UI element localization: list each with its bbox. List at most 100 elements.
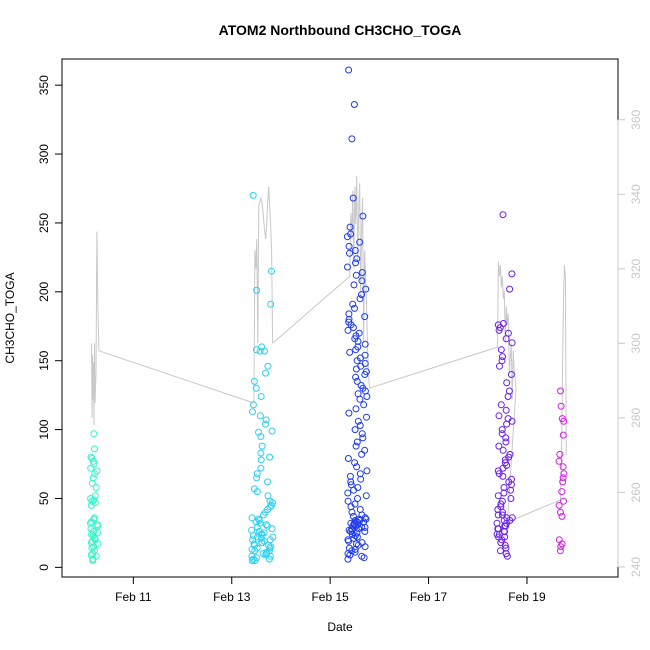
data-point	[555, 457, 563, 465]
data-point	[345, 66, 353, 74]
data-point	[344, 326, 352, 334]
data-point	[347, 478, 355, 486]
data-point	[346, 223, 354, 231]
data-point	[361, 313, 369, 321]
data-point	[498, 426, 506, 434]
data-point	[353, 463, 361, 471]
data-point	[353, 357, 361, 365]
data-point	[363, 413, 370, 421]
data-point	[350, 101, 358, 108]
data-point	[507, 495, 515, 502]
data-point	[358, 277, 366, 285]
data-point	[508, 339, 516, 347]
data-point	[351, 545, 359, 553]
data-point	[503, 379, 511, 387]
data-point	[253, 474, 261, 482]
data-point	[262, 369, 270, 377]
data-point	[344, 497, 352, 505]
data-point	[267, 543, 275, 551]
data-point	[558, 488, 566, 496]
data-point	[559, 431, 567, 439]
data-point	[353, 255, 361, 263]
data-point	[252, 384, 260, 392]
data-point	[499, 211, 507, 219]
data-point	[346, 249, 353, 257]
data-point	[557, 543, 565, 551]
data-point	[556, 547, 564, 555]
data-point	[557, 387, 564, 395]
data-point	[265, 555, 273, 563]
data-point	[356, 295, 364, 303]
data-point	[353, 377, 361, 385]
data-point	[359, 212, 367, 220]
data-point	[253, 470, 261, 478]
y2-tick-label: 320	[629, 258, 643, 278]
data-point	[557, 508, 564, 516]
x-tick-label: Feb 19	[508, 590, 546, 604]
chart-title: ATOM2 Northbound CH3CHO_TOGA	[219, 22, 462, 38]
data-point	[349, 194, 357, 202]
data-point	[362, 492, 370, 500]
data-point	[497, 401, 505, 409]
data-point	[560, 417, 568, 425]
data-point	[358, 291, 365, 299]
y-tick-label: 200	[37, 281, 51, 301]
data-point	[356, 422, 364, 429]
data-point	[249, 532, 257, 540]
data-point	[500, 489, 508, 497]
data-point	[556, 450, 564, 458]
data-point	[498, 430, 506, 438]
data-point	[344, 455, 352, 462]
y-axis-left: 0 50 100 150 200 250 300 350	[37, 75, 63, 571]
data-point	[351, 426, 359, 434]
data-point	[257, 464, 265, 472]
data-point	[350, 486, 358, 494]
data-point	[502, 335, 510, 343]
data-point	[503, 514, 511, 522]
y-axis-right: 240 260 280 300 320 340 360	[617, 109, 643, 577]
data-point	[354, 495, 361, 502]
data-point	[358, 430, 366, 438]
data-point	[257, 393, 265, 400]
data-point	[494, 511, 502, 519]
data-point	[499, 446, 507, 454]
data-point	[507, 486, 515, 494]
data-point	[266, 544, 274, 552]
data-point	[268, 267, 275, 275]
data-point	[358, 269, 366, 276]
data-point	[348, 526, 356, 534]
data-point	[351, 304, 358, 312]
data-point	[499, 353, 506, 361]
data-point	[362, 285, 370, 293]
y-tick-label: 150	[37, 350, 51, 370]
data-point	[349, 324, 357, 332]
data-point	[502, 438, 510, 446]
data-point	[494, 492, 502, 500]
data-point	[352, 365, 360, 373]
data-point	[356, 238, 364, 246]
data-point	[560, 497, 567, 505]
data-point	[362, 515, 370, 523]
data-point	[359, 434, 367, 442]
data-point	[268, 427, 276, 435]
data-point	[358, 450, 366, 458]
data-point	[261, 347, 268, 355]
data-point	[346, 348, 354, 356]
data-point	[559, 478, 567, 486]
data-point	[502, 406, 510, 414]
data-point	[87, 518, 95, 526]
data-point	[90, 543, 98, 551]
data-point	[349, 300, 357, 308]
data-point	[361, 543, 369, 551]
y-tick-label: 350	[37, 75, 51, 95]
data-point	[352, 442, 360, 450]
data-point	[262, 416, 270, 424]
data-point	[555, 501, 563, 509]
data-point	[352, 259, 359, 267]
data-point	[361, 371, 369, 378]
data-point	[349, 512, 357, 520]
data-point	[87, 464, 95, 472]
data-point	[257, 449, 265, 457]
data-point	[499, 472, 507, 480]
